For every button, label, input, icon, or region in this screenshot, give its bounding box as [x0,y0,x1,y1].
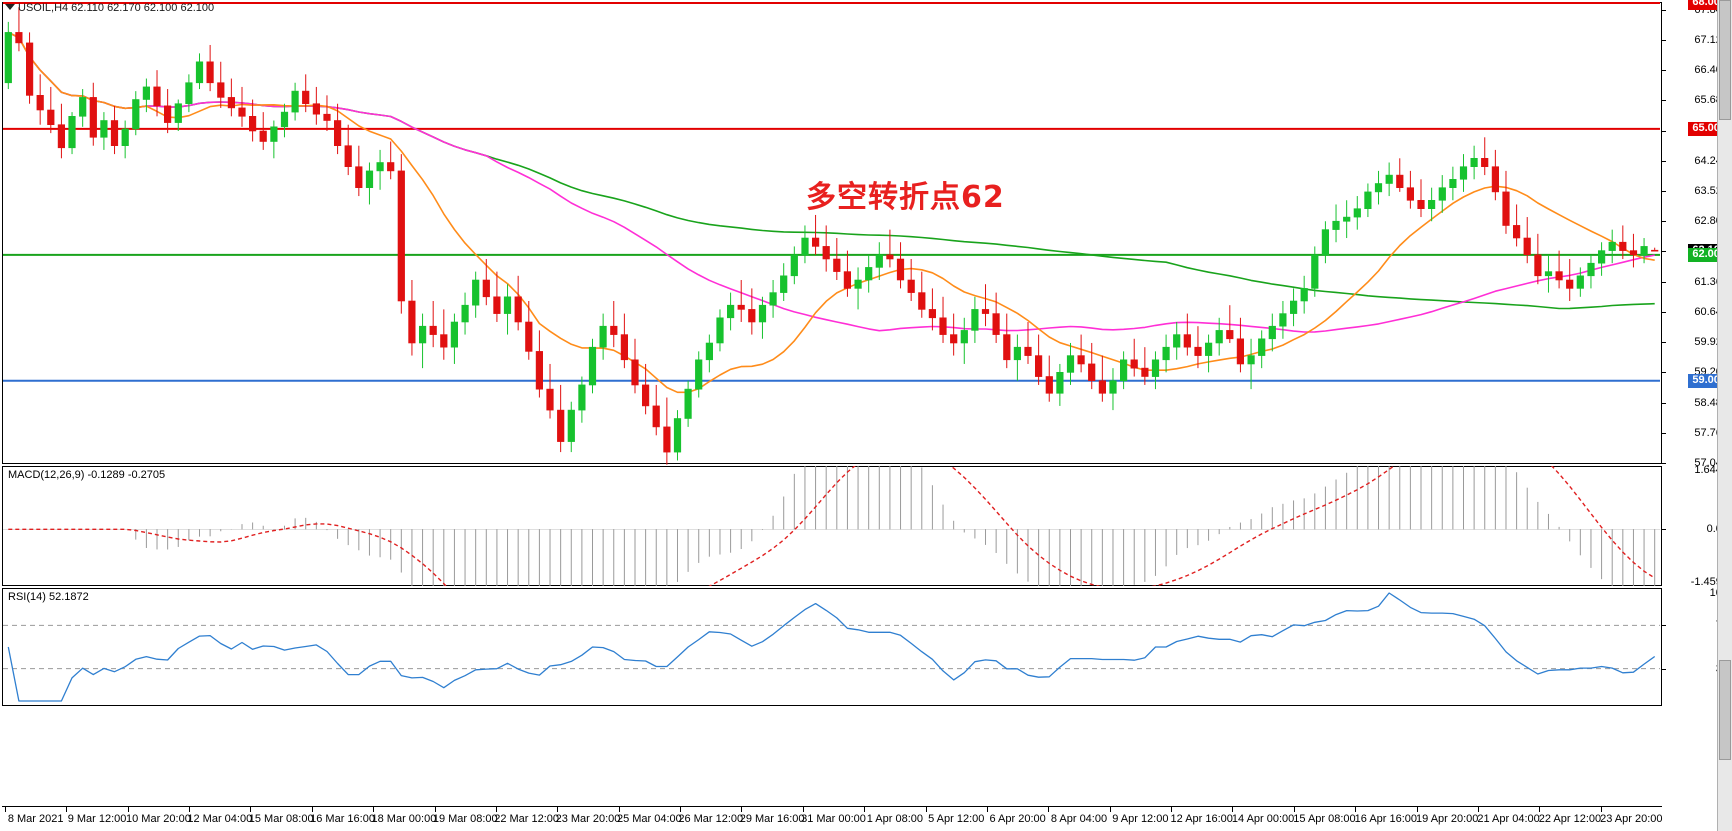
price-axis-tick [1662,100,1666,102]
time-axis-label: 25 Mar 04:00 [616,813,682,825]
time-axis-label: 23 Apr 20:00 [1600,813,1663,825]
macd-axis-tick [1662,529,1666,531]
time-axis-label: 10 Mar 20:00 [126,813,191,825]
price-axis-tick [1662,432,1666,434]
price-axis-tick [1662,130,1666,132]
time-axis-label: 23 Mar 20:00 [555,813,621,825]
macd-chart-canvas [0,466,1732,586]
chart-annotation-text: 多空转折点62 [806,180,1005,215]
time-axis-tick [189,807,191,812]
time-axis-tick [1600,807,1602,812]
price-axis-tick [1662,463,1666,464]
time-axis-label: 6 Apr 20:00 [989,813,1046,825]
vertical-scrollbar[interactable] [1717,0,1732,831]
time-axis-tick [1048,807,1050,812]
scrollbar-thumb-bottom[interactable] [1719,660,1731,760]
time-axis-tick [680,807,682,812]
time-axis-tick [127,807,129,812]
time-axis-tick [311,807,313,812]
time-axis-tick [1416,807,1418,812]
price-axis-tick [1662,70,1666,72]
time-axis-tick [1232,807,1234,812]
rsi-axis-tick [1662,625,1666,627]
time-axis-label: 15 Apr 08:00 [1293,813,1356,825]
time-axis-tick [618,807,620,812]
time-axis-tick [741,807,743,812]
price-axis-tick [1662,251,1666,253]
price-axis-tick [1662,39,1666,41]
macd-indicator-panel[interactable] [2,466,1662,586]
time-axis-tick [986,807,988,812]
triangle-down-icon[interactable] [5,4,15,10]
chart-symbol-title: USOIL,H4 62.110 62.170 62.100 62.100 [18,2,215,14]
time-axis-tick [1355,807,1357,812]
time-axis-tick [864,807,866,812]
time-axis-label: 19 Apr 20:00 [1416,813,1479,825]
time-axis-label: 31 Mar 00:00 [801,813,866,825]
price-axis-tick [1662,342,1666,344]
time-axis-label: 8 Mar 2021 [7,813,64,825]
price-chart-canvas [3,2,1660,465]
time-axis-tick [1477,807,1479,812]
price-axis-tick [1662,311,1666,313]
time-axis-tick [557,807,559,812]
rsi-indicator-panel[interactable] [2,588,1662,706]
price-axis-tick [1662,221,1666,223]
price-axis-tick [1662,281,1666,283]
price-axis-tick [1662,9,1666,11]
time-axis-tick [925,807,927,812]
time-axis-label: 5 Apr 12:00 [928,813,985,825]
time-axis-tick [1109,807,1111,812]
rsi-title: RSI(14) 52.1872 [8,591,89,603]
time-axis-tick [1171,807,1173,812]
time-axis-label: 12 Apr 16:00 [1170,813,1233,825]
time-axis-label: 18 Mar 00:00 [371,813,437,825]
time-axis-label: 19 Mar 08:00 [432,813,498,825]
time-scale-axis[interactable]: 8 Mar 2021 9 Mar 12:00 10 Mar 20:00 12 Mar … [2,806,1663,831]
time-axis-tick [1293,807,1295,812]
time-axis-label: 8 Apr 04:00 [1050,813,1108,825]
price-level-tag: 68.000 [1688,0,1730,10]
rsi-chart-canvas [0,588,1732,706]
rsi-axis-tick [1662,668,1666,670]
time-axis-tick [373,807,375,812]
time-axis-label: 22 Apr 12:00 [1538,813,1602,825]
time-axis-label: 12 Mar 04:00 [187,813,253,825]
macd-title: MACD(12,26,9) -0.1289 -0.2705 [8,469,166,481]
time-axis-tick [802,807,804,812]
time-axis-label: 16 Mar 16:00 [310,813,375,825]
time-axis-label: 26 Mar 12:00 [678,813,744,825]
price-axis-tick [1662,402,1666,404]
time-axis-tick [250,807,252,812]
price-axis-tick [1662,372,1666,374]
time-axis-label: 22 Mar 12:00 [494,813,560,825]
time-axis-tick [495,807,497,812]
time-axis-label: 21 Apr 04:00 [1477,813,1540,825]
time-axis-label: 15 Mar 08:00 [248,813,314,825]
scrollbar-thumb-top[interactable] [1719,0,1731,120]
time-axis-label: 16 Apr 16:00 [1354,813,1418,825]
price-axis-tick [1662,160,1666,162]
time-axis-label: 9 Mar 12:00 [67,813,127,825]
time-axis-label: 9 Apr 12:00 [1112,813,1169,825]
time-axis-tick [1539,807,1541,812]
time-axis-tick [5,807,6,812]
time-axis-tick [66,807,68,812]
time-axis-label: 29 Mar 16:00 [739,813,805,825]
time-axis-label: 1 Apr 08:00 [866,813,923,825]
price-axis-tick [1662,191,1666,193]
time-axis-tick [434,807,436,812]
time-axis-label: 14 Apr 00:00 [1231,813,1295,825]
